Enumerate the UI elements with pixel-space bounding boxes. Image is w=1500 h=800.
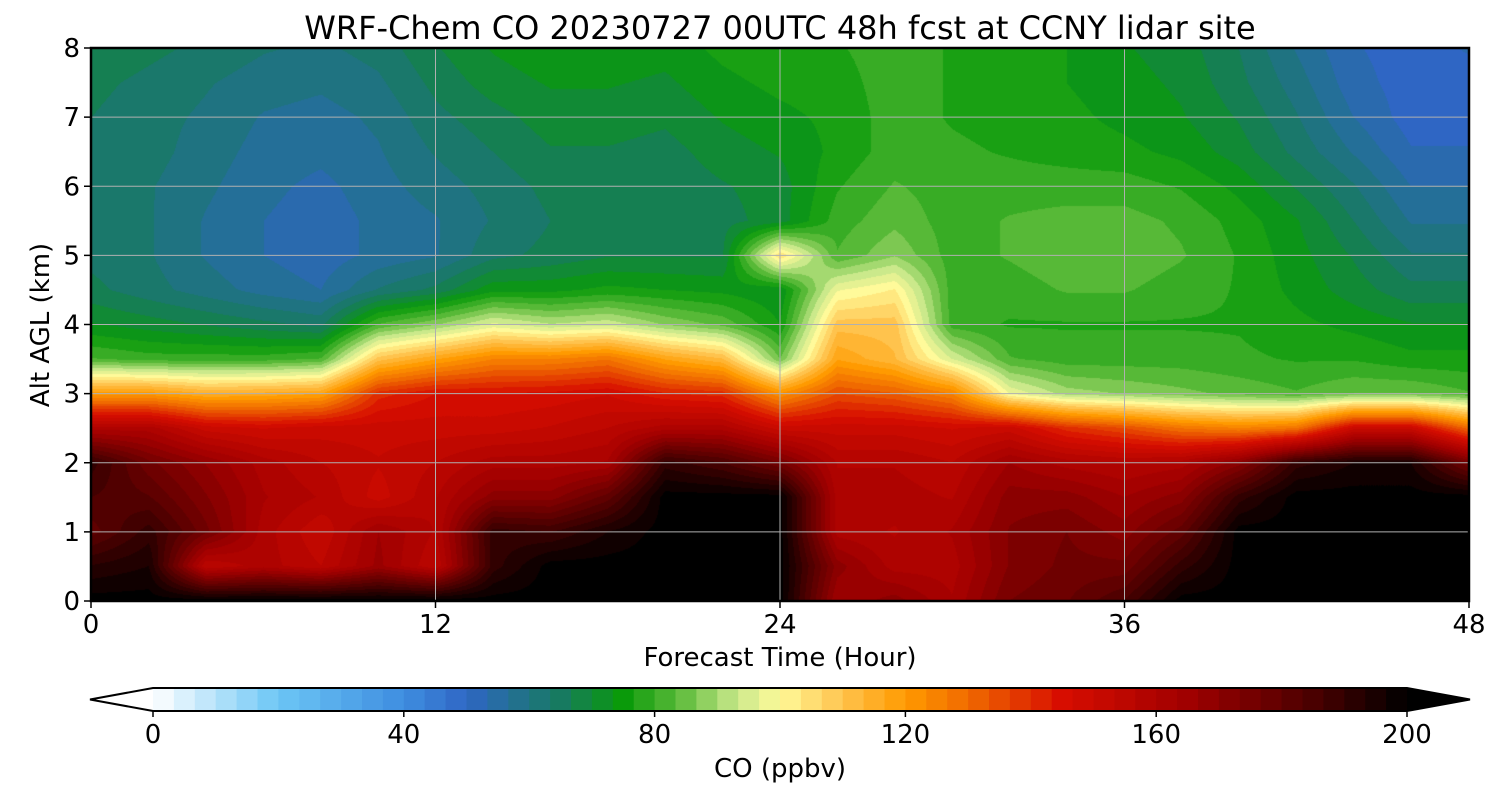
colorbar-bin [424, 688, 447, 711]
colorbar-bin [487, 688, 509, 711]
colorbar-bin [654, 688, 677, 711]
colorbar-bin [1281, 688, 1304, 711]
colorbar-tick-label: 0 [145, 720, 162, 750]
colorbar-bin [215, 688, 238, 711]
y-tick-label: 4 [63, 311, 80, 341]
colorbar-bin [1177, 688, 1199, 711]
colorbar-bin [759, 688, 781, 711]
colorbar-bin [508, 688, 530, 711]
y-tick-label: 2 [63, 449, 80, 479]
colorbar-bin [1051, 688, 1074, 711]
colorbar-bin [1365, 688, 1387, 711]
y-tick-label: 6 [63, 172, 80, 202]
colorbar-bin [257, 688, 279, 711]
colorbar-bin [153, 688, 175, 711]
colorbar-tick-label: 160 [1131, 720, 1181, 750]
x-tick-label: 12 [419, 610, 452, 640]
y-tick-label: 5 [63, 241, 80, 271]
colorbar-bin [633, 688, 656, 711]
colorbar-bin [717, 688, 739, 711]
colorbar-bin [989, 688, 1011, 711]
colorbar-bin [1218, 688, 1241, 711]
colorbar-bin [403, 688, 426, 711]
colorbar-bin [905, 688, 927, 711]
colorbar-ticks: 0 40 80 120 160 200 [145, 711, 1432, 750]
colorbar-bin [571, 688, 593, 711]
colorbar-tick-label: 80 [638, 720, 671, 750]
colorbar-bin [863, 688, 886, 711]
y-tick-label: 7 [63, 103, 80, 133]
x-axis-ticks: 0 12 24 36 48 [83, 601, 1486, 640]
colorbar-bin [1009, 688, 1032, 711]
colorbar-bin [550, 688, 572, 711]
colorbar-bin [947, 688, 969, 711]
x-tick-label: 0 [83, 610, 100, 640]
colorbar-bin [1114, 688, 1136, 711]
colorbar-bin [382, 688, 405, 711]
colorbar-bin [1239, 688, 1262, 711]
colorbar-bin [1344, 688, 1366, 711]
colorbar-bin [612, 688, 635, 711]
colorbar-bin [1156, 688, 1178, 711]
y-axis-ticks: 0 1 2 3 4 5 6 7 8 [63, 34, 91, 617]
colorbar-bin [842, 688, 865, 711]
x-tick-label: 24 [763, 610, 796, 640]
colorbar-tick-label: 120 [881, 720, 931, 750]
y-tick-label: 1 [63, 518, 80, 548]
colorbar-bin [299, 688, 321, 711]
colorbar-bin [362, 688, 384, 711]
colorbar-bin [1323, 688, 1345, 711]
colorbar-bin [341, 688, 363, 711]
colorbar-extend-high [1407, 688, 1470, 711]
x-tick-label: 36 [1108, 610, 1141, 640]
colorbar-bin [445, 688, 468, 711]
colorbar-bin [529, 688, 551, 711]
colorbar-bin [1260, 688, 1283, 711]
colorbar-bin [780, 688, 802, 711]
colorbar-bin [696, 688, 718, 711]
y-axis-label: Alt AGL (km) [26, 243, 56, 407]
colorbar-bin [738, 688, 760, 711]
colorbar-tick-label: 40 [387, 720, 420, 750]
colorbar-bin [1302, 688, 1324, 711]
colorbar-bin [800, 688, 823, 711]
colorbar-bin [591, 688, 614, 711]
y-tick-label: 8 [63, 34, 80, 64]
colorbar-bin [1135, 688, 1157, 711]
colorbar-extend-low [90, 688, 153, 711]
colorbar-bin [236, 688, 259, 711]
colorbar-bin [675, 688, 697, 711]
colorbar [89, 687, 1471, 712]
colorbar-tick-label: 200 [1382, 720, 1432, 750]
colorbar-bin [1072, 688, 1095, 711]
colorbar-bin [968, 688, 990, 711]
colorbar-bin [1030, 688, 1053, 711]
colorbar-bin [884, 688, 906, 711]
colorbar-bin [320, 688, 342, 711]
colorbar-bin [173, 688, 196, 711]
colorbar-bin [1093, 688, 1115, 711]
colorbar-bin [278, 688, 300, 711]
chart-title: WRF-Chem CO 20230727 00UTC 48h fcst at C… [304, 9, 1255, 47]
colorbar-bin [821, 688, 844, 711]
colorbar-bin [1386, 688, 1408, 711]
y-tick-label: 0 [63, 587, 80, 617]
y-tick-label: 3 [63, 380, 80, 410]
x-tick-label: 48 [1452, 610, 1485, 640]
colorbar-bin [926, 688, 948, 711]
colorbar-label: CO (ppbv) [714, 754, 846, 784]
colorbar-bin [1198, 688, 1220, 711]
x-axis-label: Forecast Time (Hour) [643, 643, 916, 673]
colorbar-bin [194, 688, 217, 711]
colorbar-bin [466, 688, 488, 711]
